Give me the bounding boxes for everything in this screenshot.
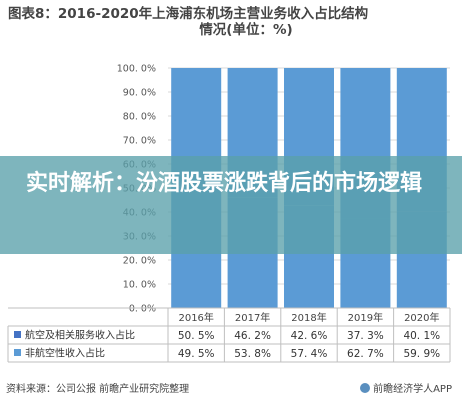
source-note: 资料来源：公司公报 前瞻产业研究院整理 [6, 384, 190, 395]
y-tick-label: 70. 0% [123, 136, 156, 147]
x-category-label: 2019年 [348, 311, 383, 324]
footer: 资料来源：公司公报 前瞻产业研究院整理 前瞻经济学人APP [6, 380, 456, 395]
y-tick-label: 10. 0% [123, 280, 156, 291]
headline-banner [0, 156, 462, 254]
data-label: 50. 5% [178, 330, 215, 342]
data-label: 57. 4% [291, 348, 328, 360]
data-label: 42. 6% [291, 330, 328, 342]
data-label: 59. 9% [403, 348, 440, 360]
x-category-label: 2018年 [291, 311, 326, 324]
brand-logo-icon [360, 383, 371, 393]
data-label: 40. 1% [403, 330, 440, 342]
data-label: 37. 3% [347, 330, 384, 342]
y-tick-label: 80. 0% [123, 112, 156, 123]
chart-title-line1: 图表8：2016-2020年上海浦东机场主营业务收入占比结构 [8, 6, 369, 22]
brand-mark: 前瞻经济学人APP [360, 380, 452, 395]
brand-name: 前瞻经济学人APP [373, 384, 452, 395]
x-category-label: 2020年 [404, 311, 439, 324]
y-tick-label: 0. 0% [129, 304, 156, 315]
data-label: 49. 5% [178, 348, 215, 360]
chart-title-line2: 情况(单位：%) [199, 22, 293, 38]
x-category-label: 2016年 [178, 311, 213, 324]
chart-title: 图表8：2016-2020年上海浦东机场主营业务收入占比结构 情况(单位：%) [8, 6, 454, 38]
legend-entry: 航空及相关服务收入占比 [25, 329, 135, 342]
legend-entry: 非航空性收入占比 [25, 347, 105, 360]
data-label: 53. 8% [234, 348, 271, 360]
legend-swatch [14, 331, 21, 338]
headline-text: 实时解析：汾酒股票涨跌背后的市场逻辑 [26, 171, 423, 196]
data-label: 62. 7% [347, 348, 384, 360]
data-label: 46. 2% [234, 330, 271, 342]
legend-swatch [14, 349, 21, 356]
y-tick-label: 100. 0% [117, 64, 156, 75]
y-tick-label: 90. 0% [123, 88, 156, 99]
x-category-label: 2017年 [235, 311, 270, 324]
y-tick-label: 20. 0% [123, 256, 156, 267]
